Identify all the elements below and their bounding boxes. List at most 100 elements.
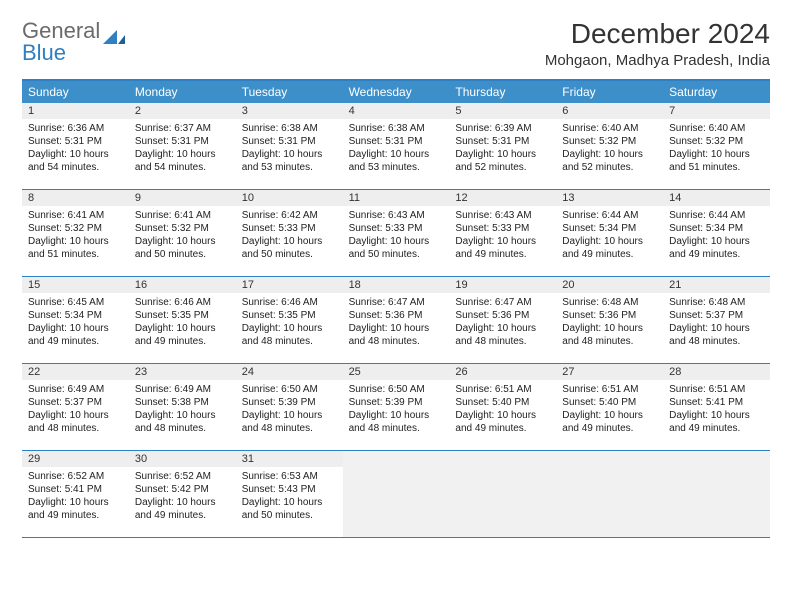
day-details: Sunrise: 6:45 AMSunset: 5:34 PMDaylight:… <box>22 293 129 354</box>
sunrise-text: Sunrise: 6:36 AM <box>28 122 123 135</box>
day-header: Thursday <box>449 81 556 103</box>
daylight-text: Daylight: 10 hours and 49 minutes. <box>28 496 123 522</box>
day-details: Sunrise: 6:53 AMSunset: 5:43 PMDaylight:… <box>236 467 343 528</box>
daylight-text: Daylight: 10 hours and 49 minutes. <box>135 496 230 522</box>
day-number: 19 <box>449 277 556 293</box>
day-number: 7 <box>663 103 770 119</box>
day-number: 21 <box>663 277 770 293</box>
daylight-text: Daylight: 10 hours and 48 minutes. <box>242 409 337 435</box>
day-details: Sunrise: 6:50 AMSunset: 5:39 PMDaylight:… <box>343 380 450 441</box>
sunrise-text: Sunrise: 6:48 AM <box>669 296 764 309</box>
day-details: Sunrise: 6:48 AMSunset: 5:37 PMDaylight:… <box>663 293 770 354</box>
sunrise-text: Sunrise: 6:51 AM <box>562 383 657 396</box>
daylight-text: Daylight: 10 hours and 48 minutes. <box>135 409 230 435</box>
sunrise-text: Sunrise: 6:52 AM <box>28 470 123 483</box>
day-number: 2 <box>129 103 236 119</box>
day-details: Sunrise: 6:49 AMSunset: 5:38 PMDaylight:… <box>129 380 236 441</box>
sunrise-text: Sunrise: 6:51 AM <box>669 383 764 396</box>
day-number: 11 <box>343 190 450 206</box>
day-cell: 6Sunrise: 6:40 AMSunset: 5:32 PMDaylight… <box>556 103 663 189</box>
day-details: Sunrise: 6:38 AMSunset: 5:31 PMDaylight:… <box>343 119 450 180</box>
day-number: 24 <box>236 364 343 380</box>
sunset-text: Sunset: 5:34 PM <box>669 222 764 235</box>
day-details: Sunrise: 6:48 AMSunset: 5:36 PMDaylight:… <box>556 293 663 354</box>
sunset-text: Sunset: 5:32 PM <box>669 135 764 148</box>
day-details: Sunrise: 6:39 AMSunset: 5:31 PMDaylight:… <box>449 119 556 180</box>
day-number: 26 <box>449 364 556 380</box>
sunrise-text: Sunrise: 6:39 AM <box>455 122 550 135</box>
sunset-text: Sunset: 5:40 PM <box>455 396 550 409</box>
day-cell: 5Sunrise: 6:39 AMSunset: 5:31 PMDaylight… <box>449 103 556 189</box>
day-number: 25 <box>343 364 450 380</box>
daylight-text: Daylight: 10 hours and 50 minutes. <box>135 235 230 261</box>
day-details: Sunrise: 6:44 AMSunset: 5:34 PMDaylight:… <box>663 206 770 267</box>
day-number: 20 <box>556 277 663 293</box>
daylight-text: Daylight: 10 hours and 53 minutes. <box>349 148 444 174</box>
sunset-text: Sunset: 5:33 PM <box>242 222 337 235</box>
sunrise-text: Sunrise: 6:41 AM <box>28 209 123 222</box>
daylight-text: Daylight: 10 hours and 50 minutes. <box>242 496 337 522</box>
day-details: Sunrise: 6:43 AMSunset: 5:33 PMDaylight:… <box>449 206 556 267</box>
day-number: 8 <box>22 190 129 206</box>
daylight-text: Daylight: 10 hours and 53 minutes. <box>242 148 337 174</box>
day-details: Sunrise: 6:37 AMSunset: 5:31 PMDaylight:… <box>129 119 236 180</box>
daylight-text: Daylight: 10 hours and 48 minutes. <box>669 322 764 348</box>
day-cell: 17Sunrise: 6:46 AMSunset: 5:35 PMDayligh… <box>236 277 343 363</box>
day-details: Sunrise: 6:52 AMSunset: 5:42 PMDaylight:… <box>129 467 236 528</box>
day-cell: 2Sunrise: 6:37 AMSunset: 5:31 PMDaylight… <box>129 103 236 189</box>
daylight-text: Daylight: 10 hours and 48 minutes. <box>562 322 657 348</box>
sunrise-text: Sunrise: 6:37 AM <box>135 122 230 135</box>
sunrise-text: Sunrise: 6:42 AM <box>242 209 337 222</box>
day-cell: 10Sunrise: 6:42 AMSunset: 5:33 PMDayligh… <box>236 190 343 276</box>
sunrise-text: Sunrise: 6:48 AM <box>562 296 657 309</box>
day-number: 17 <box>236 277 343 293</box>
daylight-text: Daylight: 10 hours and 49 minutes. <box>455 409 550 435</box>
sunset-text: Sunset: 5:42 PM <box>135 483 230 496</box>
day-cell: 18Sunrise: 6:47 AMSunset: 5:36 PMDayligh… <box>343 277 450 363</box>
day-details: Sunrise: 6:49 AMSunset: 5:37 PMDaylight:… <box>22 380 129 441</box>
day-cell: 14Sunrise: 6:44 AMSunset: 5:34 PMDayligh… <box>663 190 770 276</box>
day-cell: 21Sunrise: 6:48 AMSunset: 5:37 PMDayligh… <box>663 277 770 363</box>
day-number: 18 <box>343 277 450 293</box>
day-cell: 25Sunrise: 6:50 AMSunset: 5:39 PMDayligh… <box>343 364 450 450</box>
sunrise-text: Sunrise: 6:44 AM <box>562 209 657 222</box>
day-header: Tuesday <box>236 81 343 103</box>
day-number: 12 <box>449 190 556 206</box>
daylight-text: Daylight: 10 hours and 49 minutes. <box>562 235 657 261</box>
day-details: Sunrise: 6:40 AMSunset: 5:32 PMDaylight:… <box>556 119 663 180</box>
day-number: 1 <box>22 103 129 119</box>
header: General December 2024 Mohgaon, Madhya Pr… <box>22 18 770 69</box>
day-details: Sunrise: 6:46 AMSunset: 5:35 PMDaylight:… <box>129 293 236 354</box>
sunrise-text: Sunrise: 6:52 AM <box>135 470 230 483</box>
sunrise-text: Sunrise: 6:53 AM <box>242 470 337 483</box>
empty-cell <box>343 451 450 537</box>
day-number: 14 <box>663 190 770 206</box>
week-row: 22Sunrise: 6:49 AMSunset: 5:37 PMDayligh… <box>22 364 770 451</box>
sunrise-text: Sunrise: 6:47 AM <box>455 296 550 309</box>
daylight-text: Daylight: 10 hours and 48 minutes. <box>28 409 123 435</box>
day-header: Friday <box>556 81 663 103</box>
sunrise-text: Sunrise: 6:50 AM <box>349 383 444 396</box>
daylight-text: Daylight: 10 hours and 49 minutes. <box>455 235 550 261</box>
day-cell: 29Sunrise: 6:52 AMSunset: 5:41 PMDayligh… <box>22 451 129 537</box>
day-details: Sunrise: 6:51 AMSunset: 5:40 PMDaylight:… <box>556 380 663 441</box>
daylight-text: Daylight: 10 hours and 52 minutes. <box>455 148 550 174</box>
daylight-text: Daylight: 10 hours and 52 minutes. <box>562 148 657 174</box>
day-cell: 30Sunrise: 6:52 AMSunset: 5:42 PMDayligh… <box>129 451 236 537</box>
sunset-text: Sunset: 5:38 PM <box>135 396 230 409</box>
daylight-text: Daylight: 10 hours and 49 minutes. <box>562 409 657 435</box>
sunset-text: Sunset: 5:43 PM <box>242 483 337 496</box>
logo-word2: Blue <box>22 40 66 66</box>
day-details: Sunrise: 6:47 AMSunset: 5:36 PMDaylight:… <box>343 293 450 354</box>
day-details: Sunrise: 6:51 AMSunset: 5:40 PMDaylight:… <box>449 380 556 441</box>
daylight-text: Daylight: 10 hours and 51 minutes. <box>669 148 764 174</box>
sunset-text: Sunset: 5:41 PM <box>669 396 764 409</box>
sunset-text: Sunset: 5:35 PM <box>135 309 230 322</box>
day-details: Sunrise: 6:41 AMSunset: 5:32 PMDaylight:… <box>22 206 129 267</box>
empty-cell <box>556 451 663 537</box>
day-number: 10 <box>236 190 343 206</box>
day-details: Sunrise: 6:43 AMSunset: 5:33 PMDaylight:… <box>343 206 450 267</box>
sunset-text: Sunset: 5:35 PM <box>242 309 337 322</box>
sunset-text: Sunset: 5:34 PM <box>28 309 123 322</box>
day-cell: 8Sunrise: 6:41 AMSunset: 5:32 PMDaylight… <box>22 190 129 276</box>
